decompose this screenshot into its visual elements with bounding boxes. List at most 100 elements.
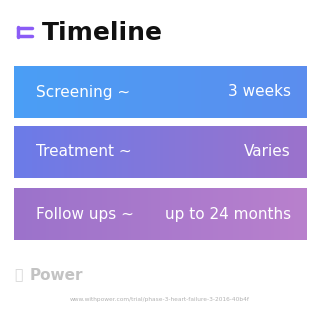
Bar [163,66,166,118]
Bar [137,188,140,240]
Bar [262,188,266,240]
Bar [180,188,184,240]
Bar [81,66,84,118]
Bar [265,66,268,118]
Bar [46,66,50,118]
Bar [37,188,41,240]
Bar [215,66,219,118]
Bar [37,66,41,118]
Bar [236,66,239,118]
Bar [69,188,73,240]
Bar [84,188,87,240]
Bar [215,188,219,240]
Bar [192,126,196,178]
Bar [210,188,213,240]
Bar [61,126,64,178]
Bar [192,66,196,118]
Bar [201,126,204,178]
Bar [72,126,76,178]
Bar [207,126,210,178]
Bar [151,66,155,118]
Bar [292,126,295,178]
Bar [219,188,222,240]
Bar [283,126,286,178]
Bar [137,66,140,118]
Text: 3 weeks: 3 weeks [228,84,291,99]
Bar [105,188,108,240]
Bar [239,126,242,178]
Bar [119,188,123,240]
Text: Power: Power [30,267,84,283]
Bar [160,66,164,118]
Bar [154,66,157,118]
Bar [81,126,84,178]
Bar [90,188,93,240]
Bar [253,126,257,178]
Bar [186,126,190,178]
Bar [289,188,292,240]
Bar [280,66,283,118]
Bar [122,188,125,240]
Bar [251,188,254,240]
Bar [116,188,120,240]
Bar [154,188,157,240]
Bar [183,66,187,118]
Bar [268,126,271,178]
Bar [14,126,17,178]
Bar [20,66,23,118]
Bar [221,66,225,118]
Bar [87,188,91,240]
Bar [178,188,181,240]
Bar [137,126,140,178]
Bar [300,188,304,240]
Bar [303,66,307,118]
Bar [105,66,108,118]
Bar [151,188,155,240]
Bar [102,188,105,240]
Bar [87,126,91,178]
Bar [142,188,146,240]
Bar [189,126,193,178]
Bar [78,188,82,240]
Bar [35,126,38,178]
Bar [166,188,169,240]
Bar [248,188,251,240]
Bar [172,188,175,240]
Bar [303,126,307,178]
Bar [145,126,149,178]
Bar [110,126,114,178]
Bar [236,126,239,178]
FancyBboxPatch shape [14,66,306,118]
Bar [113,188,117,240]
Bar [300,66,304,118]
Bar [180,126,184,178]
Bar [212,188,216,240]
Bar [49,188,52,240]
Bar [119,66,123,118]
Bar [294,66,298,118]
Bar [224,188,228,240]
Bar [271,188,274,240]
Bar [99,126,102,178]
Bar [148,188,152,240]
Bar [148,126,152,178]
Bar [40,188,44,240]
Bar [271,126,274,178]
Bar [84,126,87,178]
Bar [233,66,236,118]
Bar [72,188,76,240]
Bar [169,188,172,240]
Bar [102,126,105,178]
Bar [96,126,99,178]
Bar [160,126,164,178]
Bar [230,188,234,240]
Bar [125,188,128,240]
Bar [183,126,187,178]
Bar [28,188,32,240]
Bar [297,126,301,178]
Bar [207,188,210,240]
Bar [169,66,172,118]
Bar [253,188,257,240]
Bar [163,188,166,240]
Bar [113,66,117,118]
